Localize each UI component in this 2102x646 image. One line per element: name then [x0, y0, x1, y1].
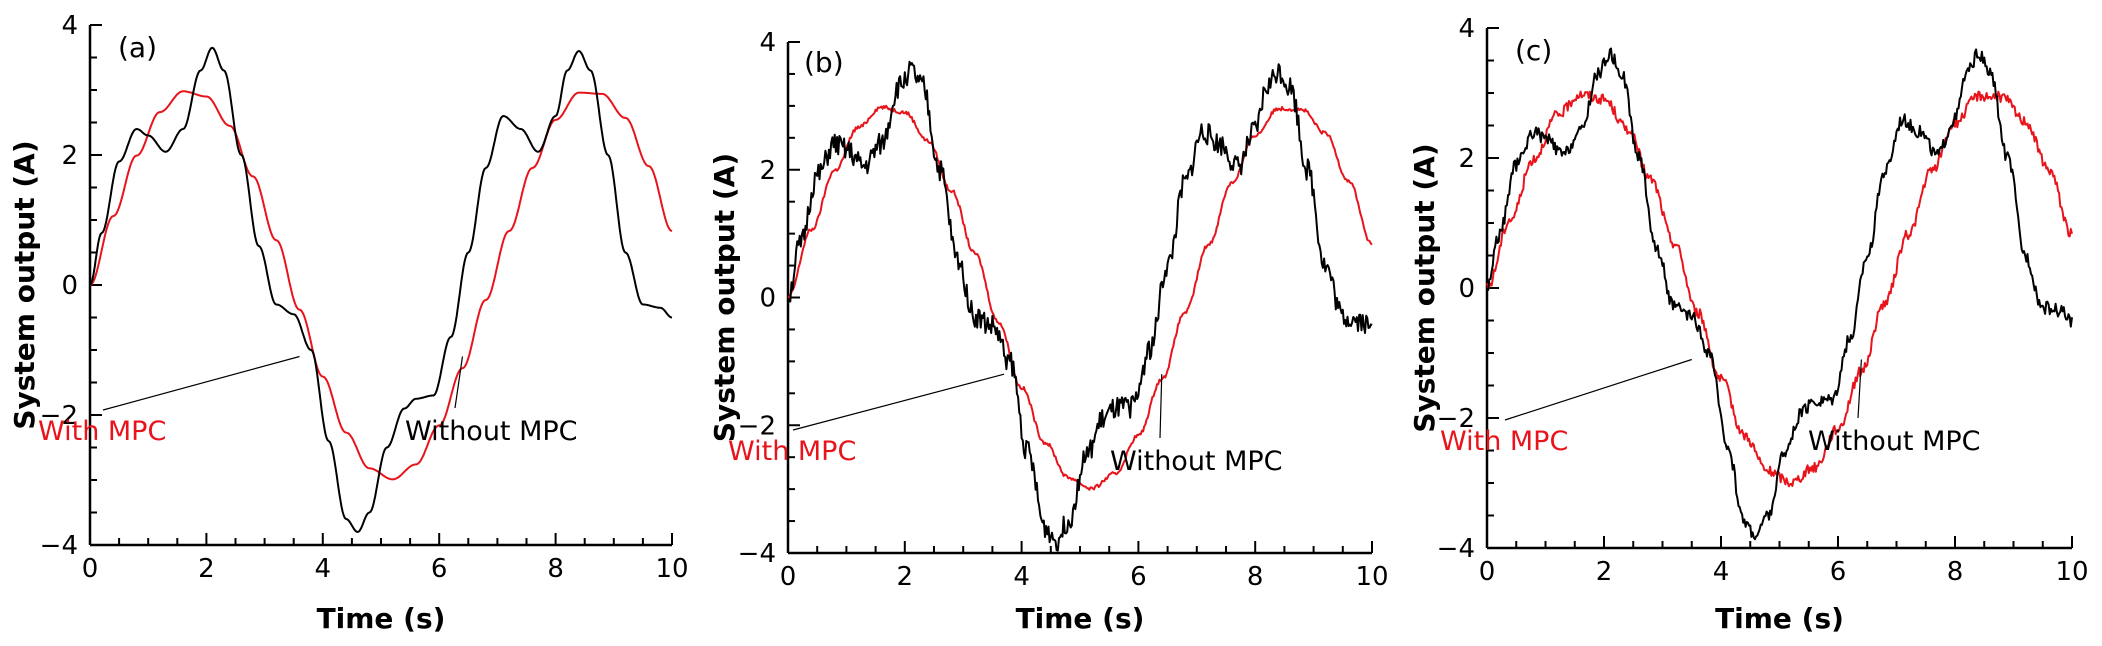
- y-axis-title: System output (A): [8, 140, 41, 429]
- x-tick-label: 4: [315, 554, 332, 584]
- annotation-label: Without MPC: [405, 416, 578, 447]
- x-tick-label: 8: [547, 554, 564, 584]
- x-tick-label: 2: [897, 562, 914, 592]
- x-tick-label: 6: [1130, 562, 1147, 592]
- x-tick-label: 8: [1247, 562, 1264, 592]
- x-tick-label: 6: [1830, 557, 1847, 587]
- panel-label: (a): [118, 31, 157, 64]
- series-line-without-mpc: [787, 60, 1373, 552]
- chart-svg: 0 2 4 6 8 10 −4 −2 0 2 4 Time (s) System output (A) (…: [1408, 14, 2089, 635]
- annotation-leader-line: [102, 355, 300, 411]
- y-axis-title: System output (A): [1408, 143, 1441, 432]
- x-tick-label: 0: [1479, 557, 1496, 587]
- chart-svg: 0 2 4 6 8 10 −4 −2 0 2 4 Time (s) System output (A) (…: [708, 28, 1389, 635]
- y-axis-title: System output (A): [708, 153, 741, 442]
- annotation-label: With MPC: [728, 436, 856, 467]
- chart-panel-b: 0 2 4 6 8 10 −4 −2 0 2 4 Time (s) System output (A) (…: [700, 0, 1400, 646]
- y-tick-label: −2: [40, 401, 78, 431]
- y-tick-label: −4: [738, 539, 776, 569]
- chart-svg: 0 2 4 6 8 10 −4 −2 0 2 4 Time (s) System output (A) (…: [8, 11, 689, 635]
- annotation-leader-line: [792, 373, 1005, 431]
- panel-label: (c): [1515, 34, 1552, 67]
- series-line-without-mpc: [1486, 47, 2073, 541]
- x-tick-label: 0: [780, 562, 797, 592]
- y-tick-label: 4: [1458, 14, 1475, 44]
- y-tick-label: 4: [61, 11, 78, 41]
- x-axis-title: Time (s): [1715, 602, 1844, 635]
- annotation-leader-line: [1504, 358, 1692, 421]
- x-tick-label: 8: [1947, 557, 1964, 587]
- chart-panel-c: 0 2 4 6 8 10 −4 −2 0 2 4 Time (s) System output (A) (…: [1400, 0, 2100, 646]
- x-tick-label: 0: [82, 554, 99, 584]
- y-tick-label: 2: [61, 141, 78, 171]
- annotation-leader-line: [1857, 359, 1862, 419]
- chart-panel-a: 0 2 4 6 8 10 −4 −2 0 2 4 Time (s) System output (A) (…: [0, 0, 700, 646]
- y-tick-label: 0: [759, 284, 776, 314]
- y-tick-label: 0: [61, 271, 78, 301]
- x-tick-label: 6: [431, 554, 448, 584]
- y-tick-label: 0: [1458, 274, 1475, 304]
- series-line-with-mpc: [787, 104, 1373, 491]
- annotation-label: Without MPC: [1110, 446, 1283, 477]
- annotation-leader-line: [1159, 374, 1163, 439]
- x-tick-label: 10: [2055, 557, 2088, 587]
- annotation-leader-line: [454, 356, 464, 409]
- x-axis-title: Time (s): [1016, 602, 1145, 635]
- x-tick-label: 2: [198, 554, 215, 584]
- x-tick-label: 2: [1596, 557, 1613, 587]
- y-tick-label: −4: [40, 531, 78, 561]
- x-tick-label: 4: [1713, 557, 1730, 587]
- x-axis-title: Time (s): [317, 602, 446, 635]
- series-line-with-mpc: [1486, 90, 2073, 488]
- y-tick-label: −4: [1437, 534, 1475, 564]
- y-tick-label: −2: [1437, 404, 1475, 434]
- series-line-without-mpc: [89, 46, 673, 533]
- y-tick-label: 2: [759, 156, 776, 186]
- y-tick-label: 2: [1458, 144, 1475, 174]
- panel-label: (b): [804, 46, 844, 79]
- x-tick-label: 10: [1355, 562, 1388, 592]
- y-tick-label: −2: [738, 411, 776, 441]
- series-line-with-mpc: [89, 90, 673, 481]
- annotation-label: With MPC: [38, 416, 166, 447]
- x-tick-label: 4: [1013, 562, 1030, 592]
- x-tick-label: 10: [655, 554, 688, 584]
- annotation-label: Without MPC: [1808, 426, 1981, 457]
- y-tick-label: 4: [759, 28, 776, 58]
- annotation-label: With MPC: [1440, 426, 1568, 457]
